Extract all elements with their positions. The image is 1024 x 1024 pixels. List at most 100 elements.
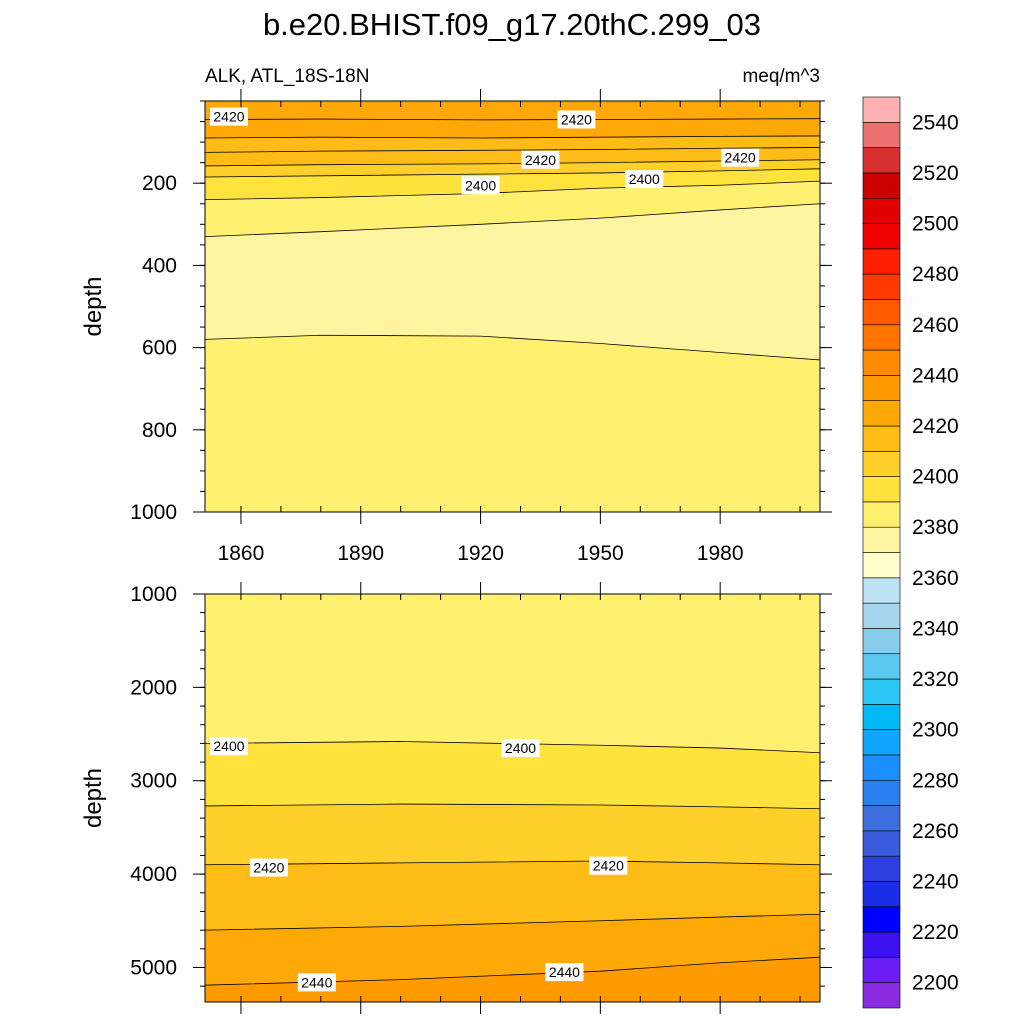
contour-line-2430: [205, 118, 820, 121]
colorbar-box: [862, 501, 901, 528]
contour-line-2430: [205, 913, 820, 931]
colorbar-box: [862, 96, 901, 123]
y-tick-label: 3000: [130, 770, 177, 793]
y-tick-label: 600: [142, 337, 177, 360]
colorbar-label: 2540: [912, 111, 959, 134]
colorbar-box: [862, 805, 901, 832]
colorbar-label: 2200: [912, 972, 959, 995]
svg-text:2420: 2420: [561, 111, 592, 127]
colorbar-box: [862, 754, 901, 781]
fill-band: [205, 957, 820, 1002]
upper-panel: 2420 2420 2420 2420 2400 2400 200 400 600 800 1000…: [80, 89, 832, 565]
colorbar-box: [862, 400, 901, 427]
colorbar-box: [862, 197, 901, 224]
colorbar-label: 2360: [912, 567, 959, 590]
contour-line-2385: [205, 334, 820, 361]
colorbar-box: [862, 223, 901, 250]
colorbar-label: 2420: [912, 415, 959, 438]
contour-label: 2400: [461, 176, 500, 195]
colorbar-box: [862, 577, 901, 604]
x-tick-label: 1860: [218, 542, 265, 565]
colorbar: 2200 2220 2240 2260 2280 2300 2320 2340 2360 2380…: [862, 96, 959, 1009]
contour-line-2390: [205, 203, 820, 238]
contour-line-2400: [205, 741, 820, 754]
colorbar-label: 2460: [912, 314, 959, 337]
colorbar-box: [862, 704, 901, 730]
left-string: ALK, ATL_18S-18N: [205, 66, 369, 87]
x-tick-label: 1950: [577, 542, 624, 565]
svg-text:2440: 2440: [549, 964, 580, 980]
svg-text:2400: 2400: [465, 177, 496, 193]
contour-label: 2420: [249, 858, 288, 877]
colorbar-box: [862, 653, 901, 680]
contour-label: 2420: [209, 107, 248, 126]
contour-line-2410: [205, 803, 820, 810]
colorbar-box: [862, 375, 901, 401]
contour-label: 2440: [297, 973, 336, 992]
colorbar-box: [862, 602, 901, 629]
colorbar-box: [862, 450, 901, 477]
colorbar-label: 2280: [912, 769, 959, 792]
fill-band: [205, 335, 820, 512]
contour-line-2425: [205, 135, 820, 139]
svg-text:2400: 2400: [629, 171, 660, 187]
colorbar-box: [862, 552, 901, 579]
y-tick-label: 5000: [130, 956, 177, 979]
svg-text:2400: 2400: [505, 740, 536, 756]
colorbar-label: 2300: [912, 719, 959, 742]
colorbar-label: 2380: [912, 516, 959, 539]
colorbar-label: 2340: [912, 617, 959, 640]
colorbar-label: 2260: [912, 820, 959, 843]
lower-panel: 2400 2400 2420 2420 2440 2440 1000 2000 3000 4000…: [80, 582, 832, 1014]
contour-label: 2400: [625, 170, 664, 189]
colorbar-box: [862, 248, 901, 275]
colorbar-box: [862, 476, 901, 503]
colorbar-box: [862, 982, 901, 1009]
figure-title: b.e20.BHIST.f09_g17.20thC.299_03: [263, 7, 761, 42]
svg-text:2420: 2420: [593, 858, 624, 874]
contour-label: 2420: [721, 148, 760, 167]
colorbar-box: [862, 729, 901, 756]
upper-plot-area: 2420 2420 2420 2420 2400 2400: [205, 101, 820, 512]
colorbar-box: [862, 931, 901, 958]
y-tick-label: 200: [142, 172, 177, 195]
lower-plot-area: 2400 2400 2420 2420 2440 2440: [205, 594, 820, 1002]
svg-text:2420: 2420: [253, 860, 284, 876]
colorbar-box: [862, 526, 901, 553]
contour-label: 2400: [209, 737, 248, 756]
colorbar-label: 2500: [912, 213, 959, 236]
colorbar-box: [862, 349, 901, 376]
colorbar-label: 2440: [912, 364, 959, 387]
colorbar-box: [862, 147, 901, 174]
svg-text:2400: 2400: [213, 738, 244, 754]
y-tick-label: 4000: [130, 863, 177, 886]
colorbar-box: [862, 830, 901, 857]
y-tick-label: 400: [142, 254, 177, 277]
y-axis-label: depth: [80, 768, 107, 828]
svg-text:2440: 2440: [301, 974, 332, 990]
contour-label: 2400: [501, 739, 540, 758]
x-tick-label: 1980: [697, 542, 744, 565]
colorbar-label: 2400: [912, 466, 959, 489]
x-tick-label: 1890: [337, 542, 384, 565]
contour-label: 2420: [521, 150, 560, 169]
colorbar-box: [862, 779, 901, 806]
y-tick-label: 1000: [130, 583, 177, 606]
contour-line-2400: [205, 180, 820, 201]
colorbar-box: [862, 324, 901, 351]
svg-text:2420: 2420: [725, 150, 756, 166]
colorbar-box: [862, 855, 901, 882]
y-tick-label: 2000: [130, 676, 177, 699]
colorbar-box: [862, 273, 901, 300]
right-string: meq/m^3: [742, 66, 820, 87]
colorbar-label: 2520: [912, 162, 959, 185]
contour-line-2420: [205, 147, 820, 153]
y-tick-label: 1000: [130, 501, 177, 524]
svg-text:2420: 2420: [525, 152, 556, 168]
x-tick-label: 1920: [457, 542, 504, 565]
lower-frame: [204, 593, 821, 1003]
contour-label: 2420: [589, 856, 628, 875]
contour-label: 2420: [557, 110, 596, 129]
y-tick-label: 800: [142, 419, 177, 442]
